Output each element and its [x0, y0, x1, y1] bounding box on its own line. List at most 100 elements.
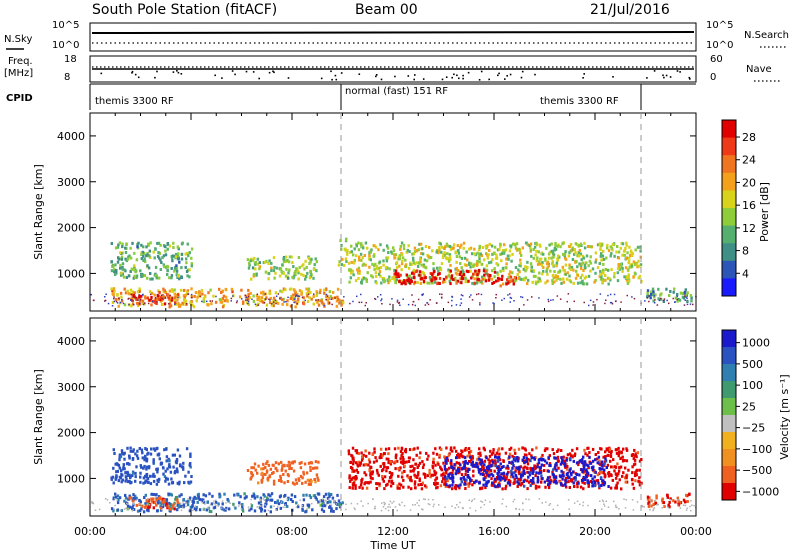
echo-cell [436, 461, 439, 465]
echo-cell [497, 470, 501, 474]
echo-cell [158, 290, 161, 294]
echo-cell [279, 296, 282, 300]
echo-cell [260, 509, 263, 513]
echo-cell [387, 447, 391, 451]
echo-cell [475, 269, 479, 273]
echo-cell [361, 486, 364, 490]
echo-cell [141, 250, 145, 254]
echo-cell [184, 293, 188, 297]
echo-cell [496, 477, 500, 481]
echo-cell [284, 469, 287, 473]
echo-cell [385, 457, 388, 461]
echo-cell [523, 484, 526, 488]
echo-cell [258, 261, 261, 265]
echo-cell [412, 272, 416, 276]
echo-cell [433, 473, 437, 477]
echo-cell [393, 268, 396, 272]
echo-cell [511, 460, 514, 464]
ground-scatter-dot [379, 294, 382, 296]
echo-cell [524, 448, 527, 452]
echo-cell [516, 485, 519, 488]
echo-cell [206, 500, 209, 504]
echo-cell [562, 455, 565, 459]
echo-cell [152, 472, 155, 476]
echo-cell [627, 280, 631, 284]
echo-cell [568, 274, 571, 278]
y-tick-label: 1000 [57, 472, 85, 485]
echo-cell [272, 256, 276, 260]
echo-cell [444, 469, 448, 473]
echo-cell [587, 446, 590, 450]
ground-scatter-dot [229, 502, 231, 504]
echo-cell [460, 477, 463, 481]
echo-cell [410, 276, 413, 280]
echo-cell [478, 254, 481, 258]
echo-cell [149, 241, 152, 245]
echo-cell [552, 255, 555, 259]
echo-cell [281, 298, 284, 302]
echo-cell [180, 465, 184, 469]
echo-cell [247, 266, 251, 270]
echo-cell [418, 273, 421, 277]
echo-cell [254, 260, 257, 264]
ground-scatter-dot [649, 503, 651, 505]
echo-cell [587, 464, 590, 468]
echo-cell [173, 453, 176, 457]
echo-cell [349, 466, 353, 469]
echo-cell [170, 256, 174, 260]
echo-cell [480, 458, 483, 462]
echo-cell [621, 269, 624, 273]
echo-cell [330, 509, 333, 513]
echo-cell [625, 243, 628, 247]
echo-cell [132, 493, 135, 497]
echo-cell [608, 450, 611, 453]
echo-cell [263, 504, 267, 508]
echo-cell [132, 276, 135, 280]
echo-cell [573, 248, 576, 251]
echo-cell [469, 477, 472, 481]
echo-cell [484, 482, 488, 486]
echo-cell [470, 262, 473, 266]
echo-cell [251, 494, 254, 498]
echo-cell [278, 274, 282, 278]
echo-cell [359, 462, 362, 466]
ground-scatter-dot [245, 299, 247, 301]
echo-cell [364, 277, 367, 281]
ground-scatter-dot [161, 508, 163, 511]
echo-cell [117, 498, 120, 501]
echo-cell [121, 245, 124, 249]
ground-scatter-dot [119, 509, 122, 512]
echo-cell [202, 300, 205, 304]
x-tick-label: 04:00 [175, 525, 207, 538]
ground-scatter-dot [328, 498, 330, 500]
echo-cell [493, 477, 497, 481]
echo-cell [161, 256, 164, 260]
echo-cell [421, 247, 424, 251]
echo-cell [139, 480, 142, 484]
echo-cell [307, 482, 311, 486]
echo-cell [543, 459, 547, 463]
echo-cell [158, 256, 161, 260]
echo-cell [161, 466, 165, 470]
echo-cell [110, 287, 113, 291]
nave-dot [663, 76, 665, 79]
echo-cell [481, 486, 484, 490]
echo-cell [160, 303, 164, 306]
echo-cell [133, 295, 136, 299]
echo-cell [123, 499, 126, 503]
ground-scatter-dot [91, 501, 93, 503]
echo-cell [682, 296, 686, 300]
echo-cell [378, 482, 381, 486]
echo-cell [437, 272, 440, 276]
echo-cell [134, 452, 137, 456]
echo-cell [176, 257, 180, 261]
echo-cell [169, 304, 173, 308]
echo-cell [356, 462, 359, 466]
echo-cell [582, 282, 585, 286]
echo-cell [511, 271, 514, 275]
echo-cell [490, 277, 493, 281]
echo-cell [490, 244, 494, 248]
echo-cell [489, 459, 492, 463]
ground-scatter-dot [414, 304, 416, 307]
ground-scatter-dot [470, 500, 473, 503]
